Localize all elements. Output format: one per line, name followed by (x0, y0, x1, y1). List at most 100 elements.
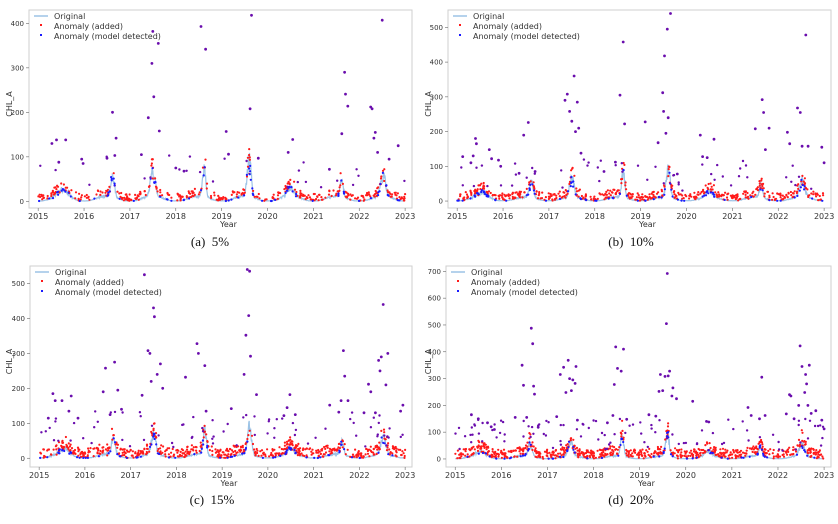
x-tick-label: 2023 (814, 471, 834, 480)
anomaly-high-point (654, 414, 658, 418)
series-anomaly-added (39, 422, 407, 459)
anomaly-high-point (486, 421, 489, 425)
anomaly-added-point (194, 445, 197, 449)
anomaly-added-point (633, 449, 636, 452)
anomaly-detected-point (691, 457, 694, 460)
anomaly-detected-point (158, 452, 161, 456)
anomaly-added-point (473, 192, 477, 195)
anomaly-added-point (187, 190, 190, 193)
anomaly-added-point (143, 447, 146, 450)
anomaly-added-point (150, 158, 153, 161)
anomaly-detected-point (387, 453, 390, 456)
anomaly-added-point (625, 452, 628, 455)
anomaly-detected-point (235, 444, 238, 447)
anomaly-added-point (583, 455, 586, 458)
x-tick-label: 2020 (676, 471, 696, 480)
anomaly-added-point (308, 196, 312, 199)
anomaly-detected-point (793, 196, 796, 199)
anomaly-high-point (370, 107, 374, 111)
anomaly-added-point (395, 451, 398, 454)
anomaly-high-point (148, 352, 152, 355)
anomaly-added-point (315, 451, 318, 454)
x-tick-label: 2020 (258, 471, 278, 480)
anomaly-added-point (637, 194, 640, 197)
anomaly-added-point (560, 454, 563, 457)
anomaly-added-point (634, 198, 637, 201)
anomaly-added-point (601, 193, 604, 196)
anomaly-detected-point (618, 417, 622, 421)
anomaly-added-point (471, 453, 474, 456)
anomaly-added-point (485, 446, 488, 449)
anomaly-added-point (53, 186, 56, 189)
anomaly-added-point (577, 189, 580, 192)
anomaly-added-point (293, 188, 297, 191)
anomaly-added-point (315, 197, 318, 201)
anomaly-added-point (222, 196, 225, 199)
anomaly-added-point (625, 188, 628, 191)
anomaly-added-point (223, 456, 226, 459)
anomaly-added-point (296, 454, 299, 457)
anomaly-high-point (156, 42, 160, 45)
anomaly-added-point (821, 192, 825, 195)
anomaly-high-point (760, 98, 764, 101)
anomaly-added-point (134, 193, 137, 196)
anomaly-added-point (396, 192, 399, 195)
anomaly-added-point (256, 451, 259, 455)
anomaly-detected-point (340, 179, 343, 182)
anomaly-detected-point (251, 187, 254, 190)
anomaly-detected-point (358, 456, 361, 460)
anomaly-high-point (568, 377, 571, 380)
anomaly-added-point (509, 194, 512, 197)
anomaly-added-point (64, 435, 67, 439)
anomaly-added-point (262, 452, 265, 455)
anomaly-detected-point (132, 199, 135, 202)
anomaly-detected-point (293, 448, 296, 451)
anomaly-added-point (378, 441, 381, 444)
anomaly-high-point (242, 373, 246, 376)
anomaly-detected-point (248, 167, 251, 170)
x-tick-label: 2022 (768, 212, 788, 221)
anomaly-added-point (285, 440, 289, 443)
anomaly-added-point (717, 455, 720, 458)
anomaly-added-point (514, 191, 517, 194)
anomaly-added-point (776, 453, 779, 456)
anomaly-added-point (322, 455, 325, 458)
anomaly-detected-point (760, 448, 764, 451)
anomaly-added-point (128, 193, 131, 196)
anomaly-added-point (225, 449, 228, 452)
anomaly-added-point (763, 192, 766, 195)
anomaly-high-point (140, 153, 143, 157)
anomaly-added-point (476, 449, 480, 452)
anomaly-added-point (266, 448, 269, 451)
anomaly-added-point (772, 455, 775, 458)
anomaly-added-point (459, 456, 462, 459)
anomaly-added-point (508, 197, 511, 200)
anomaly-added-point (628, 196, 631, 199)
anomaly-detected-point (680, 199, 683, 202)
anomaly-detected-point (670, 188, 673, 191)
anomaly-detected-point (253, 433, 256, 437)
anomaly-added-point (229, 448, 232, 451)
anomaly-detected-point (663, 193, 666, 196)
anomaly-high-point (149, 380, 153, 383)
anomaly-added-point (603, 198, 606, 201)
anomaly-added-point (777, 456, 780, 459)
anomaly-added-point (246, 437, 249, 441)
anomaly-high-point (533, 170, 537, 173)
anomaly-added-point (124, 193, 127, 196)
anomaly-added-point (382, 428, 386, 431)
anomaly-detected-point (480, 190, 483, 194)
anomaly-high-point (820, 418, 824, 422)
anomaly-detected-point (153, 181, 156, 184)
anomaly-detected-point (304, 180, 308, 184)
anomaly-detected-point (665, 437, 669, 440)
anomaly-added-point (640, 451, 643, 454)
anomaly-detected-point (248, 173, 251, 176)
anomaly-detected-point (567, 446, 570, 449)
anomaly-added-point (324, 451, 328, 454)
anomaly-detected-point (249, 164, 252, 167)
anomaly-added-point (299, 192, 302, 195)
anomaly-added-point (180, 454, 183, 457)
anomaly-detected-point (619, 443, 622, 447)
anomaly-added-point (39, 195, 42, 199)
